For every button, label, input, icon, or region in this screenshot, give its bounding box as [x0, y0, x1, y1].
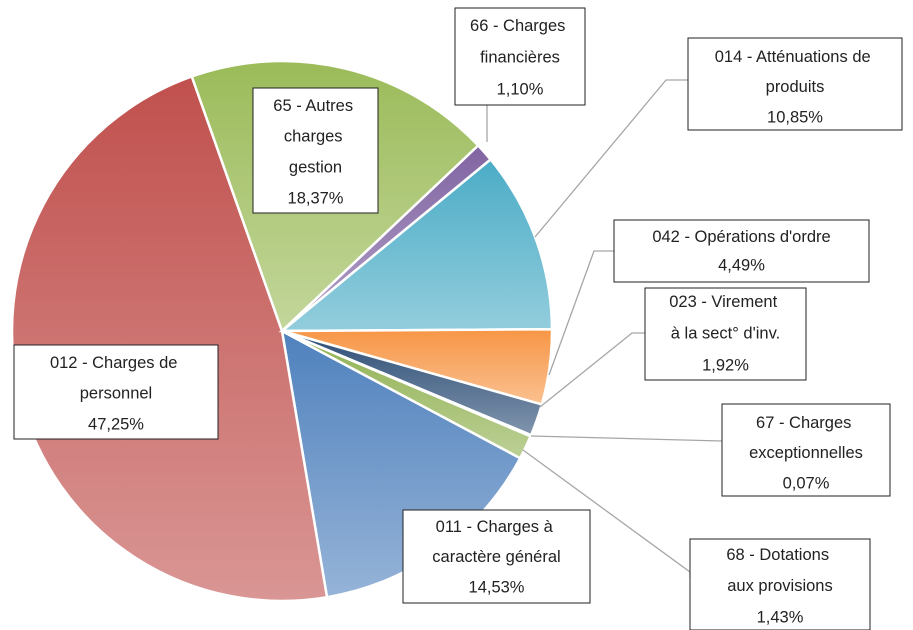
label-box	[721, 403, 891, 497]
category-label: 67 - Charges exceptionnelles	[749, 414, 863, 462]
data-labels: 011 - Charges à caractère général 14,53% 0…	[13, 7, 903, 630]
category-label: 023 - Virement à la sect° d'inv.	[669, 293, 782, 343]
value-label: 1,10%	[497, 80, 544, 98]
value-label: 10,85%	[767, 108, 823, 126]
value-label: 1,92%	[702, 356, 749, 374]
category-label: 011 - Charges à caractère général	[432, 518, 560, 566]
category-label: 68 - Dotations aux provisions	[726, 546, 833, 595]
value-label: 4,49%	[718, 256, 765, 274]
value-label: 18,37%	[288, 189, 344, 207]
leader-line	[530, 435, 723, 442]
label-box	[454, 7, 586, 106]
label-box	[644, 287, 807, 381]
label-box	[13, 344, 219, 440]
leader-line	[539, 332, 645, 408]
value-label: 1,43%	[757, 608, 804, 626]
leader-line	[534, 79, 688, 238]
category-label: 012 - Charges de personnel	[50, 354, 182, 403]
category-label: 66 - Charges financières	[470, 17, 570, 67]
category-label: 65 - Autres charges gestion	[273, 97, 357, 176]
label-box	[689, 538, 871, 630]
slice	[281, 329, 533, 460]
label-box	[252, 87, 379, 214]
label-box	[687, 37, 903, 131]
slice	[278, 157, 554, 333]
value-label: 14,53%	[469, 578, 525, 596]
label-box	[613, 219, 870, 283]
category-label: 042 - Opérations d'ordre	[652, 228, 830, 246]
value-label: 0,07%	[783, 474, 830, 492]
category-label: 014 - Atténuations de produits	[715, 48, 876, 96]
value-label: 47,25%	[88, 415, 144, 433]
label-box	[402, 509, 591, 604]
leader-line	[548, 250, 614, 376]
